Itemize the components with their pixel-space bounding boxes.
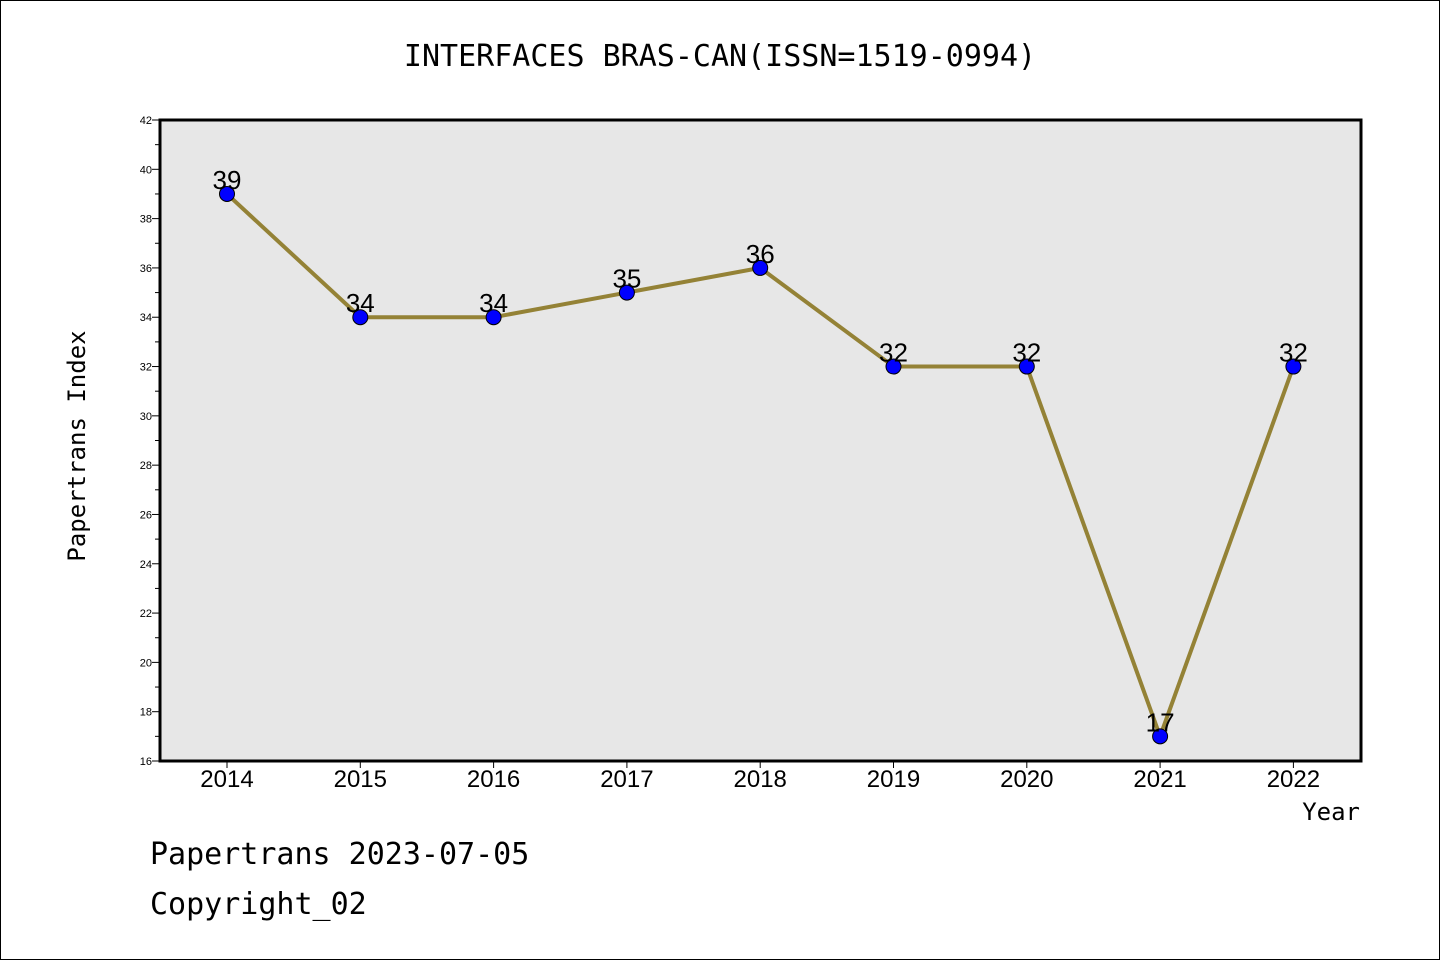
data-label: 39: [213, 165, 242, 195]
x-tick-label: 2020: [1000, 766, 1053, 793]
y-tick-label: 40: [140, 164, 152, 176]
y-tick-label: 24: [140, 559, 152, 571]
y-axis-label: Papertrans Index: [63, 330, 91, 561]
data-label: 35: [612, 264, 641, 294]
series-markers: [219, 185, 1302, 745]
data-point: [1285, 358, 1302, 375]
data-point: [1018, 358, 1035, 375]
data-label: 34: [479, 288, 508, 318]
y-tick-label: 30: [140, 411, 152, 423]
data-point: [485, 309, 502, 326]
x-axis: 2014 2015 2016 2017 2018 2019 2020 2021 2022: [200, 761, 1320, 793]
data-point: [219, 185, 235, 202]
x-tick-label: 2021: [1133, 766, 1186, 793]
x-tick-label: 2015: [334, 766, 387, 793]
y-tick-label: 20: [140, 657, 152, 669]
data-point: [352, 309, 369, 326]
data-point: [1152, 728, 1169, 745]
y-tick-label: 42: [140, 115, 152, 127]
data-labels: 39 34 34 35 36 32 32 17 32: [213, 165, 1308, 737]
data-label: 32: [1012, 338, 1041, 368]
data-label: 32: [1279, 338, 1308, 368]
y-tick-label: 26: [140, 509, 152, 521]
data-label: 36: [746, 239, 775, 269]
data-point: [885, 358, 902, 375]
x-axis-label: Year: [1302, 798, 1360, 826]
x-tick-label: 2022: [1267, 766, 1320, 793]
data-label: 17: [1146, 707, 1175, 737]
y-tick-label: 28: [140, 460, 152, 472]
y-tick-label: 38: [140, 214, 152, 226]
x-tick-label: 2017: [600, 766, 653, 793]
y-tick-label: 36: [140, 263, 152, 275]
y-tick-label: 22: [140, 608, 152, 620]
x-tick-label: 2018: [734, 766, 787, 793]
y-tick-label: 32: [140, 362, 152, 374]
plot-area: [158, 118, 1363, 763]
footer-copyright: Copyright_02: [150, 887, 367, 922]
x-tick-label: 2014: [200, 766, 253, 793]
chart-title: INTERFACES BRAS-CAN(ISSN=1519-0994): [404, 39, 1036, 74]
data-point: [618, 284, 635, 301]
x-tick-label: 2016: [467, 766, 520, 793]
y-axis: 16 18 20 22 24 26 28 30 32 34 36 38 40 42: [140, 115, 160, 768]
footer-date: Papertrans 2023-07-05: [150, 837, 529, 872]
y-tick-label: 16: [140, 756, 152, 768]
data-label: 34: [346, 288, 375, 318]
data-point: [752, 259, 769, 276]
y-tick-label: 34: [140, 312, 152, 324]
y-tick-label: 18: [140, 707, 152, 719]
data-label: 32: [879, 338, 908, 368]
x-tick-label: 2019: [867, 766, 920, 793]
